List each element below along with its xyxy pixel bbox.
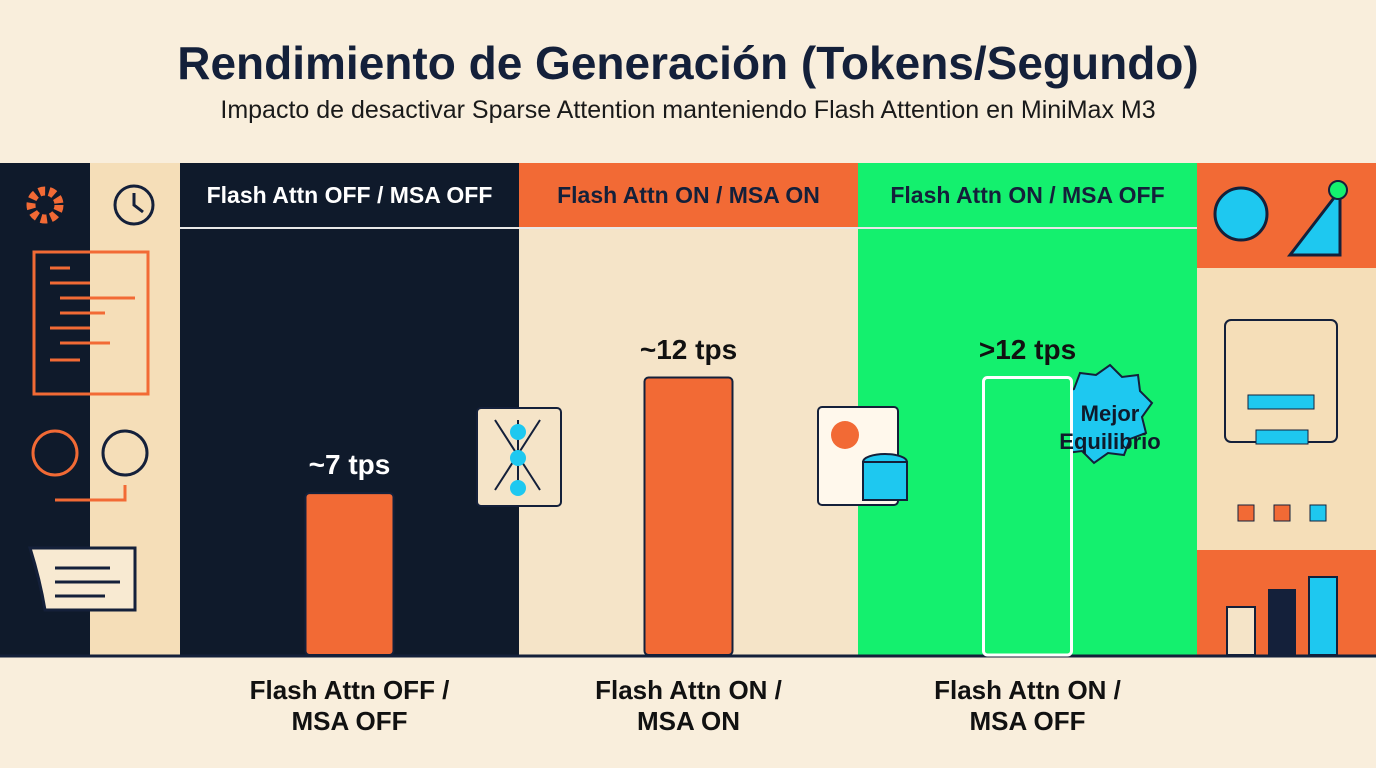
scroll-lines: [55, 566, 120, 598]
node: [510, 424, 526, 440]
flow-box: [1309, 504, 1327, 522]
flow-box: [1273, 504, 1291, 522]
column-header: Flash Attn OFF / MSA OFF: [206, 182, 493, 208]
doc-pie: [831, 421, 859, 449]
pie-icon: [1213, 186, 1269, 242]
annotation: Mejor Equilibrio: [1059, 401, 1161, 454]
value-label: ~12 tps: [639, 333, 738, 365]
chart-title: Rendimiento de Generación (Tokens/Segund…: [177, 37, 1199, 89]
x-tick-label: Flash Attn ON / MSA OFF: [934, 675, 1121, 736]
column-header: Flash Attn ON / MSA OFF: [890, 182, 1165, 208]
mini-bar: [1226, 606, 1256, 656]
value-label: ~7 tps: [308, 449, 391, 481]
node: [510, 450, 526, 466]
clock-hand: [132, 193, 144, 214]
mini-bar: [1308, 576, 1338, 656]
gear-icon: [26, 186, 64, 224]
flow-box: [1247, 394, 1315, 410]
db-icon: [862, 461, 908, 501]
node: [510, 480, 526, 496]
flow-box: [1255, 429, 1309, 445]
flow-arrow: [55, 485, 127, 502]
flow-box: [1237, 504, 1255, 522]
bar: [304, 492, 395, 656]
flow-icon: [31, 429, 79, 477]
bar: [643, 376, 734, 656]
chart-subtitle: Impacto de desactivar Sparse Attention m…: [220, 96, 1156, 124]
trend-dot: [1328, 180, 1348, 200]
x-tick-label: Flash Attn ON / MSA ON: [595, 675, 782, 736]
code-lines: [50, 266, 135, 362]
column-header: Flash Attn ON / MSA ON: [557, 182, 820, 208]
value-label: >12 tps: [978, 333, 1077, 365]
code-icon: [32, 250, 150, 396]
flow-icon: [101, 429, 149, 477]
clock-icon: [113, 184, 155, 226]
x-tick-label: Flash Attn OFF / MSA OFF: [249, 675, 450, 736]
scroll-icon: [27, 546, 137, 612]
mini-bar: [1268, 589, 1296, 655]
bar: [982, 376, 1073, 657]
trend-icon: [1286, 185, 1342, 257]
column-header-bg: [519, 163, 858, 228]
